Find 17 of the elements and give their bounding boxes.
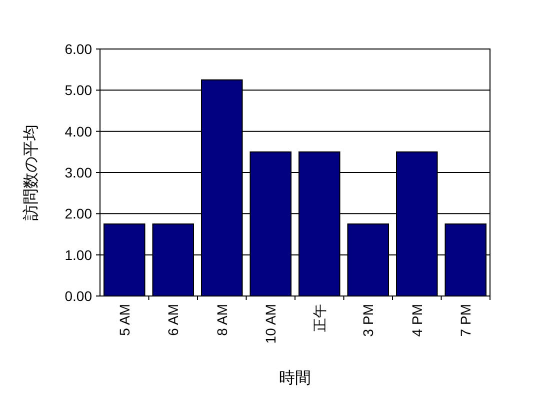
x-tick-label: 10 AM (262, 304, 279, 344)
x-axis-title: 時間 (279, 369, 311, 387)
x-tick-label: 5 AM (116, 304, 132, 336)
x-tick-label: 4 PM (408, 304, 425, 337)
x-tick-label: 7 PM (458, 304, 474, 337)
y-tick-label: 0.00 (64, 288, 92, 304)
y-tick-label: 4.00 (64, 123, 92, 140)
x-tick-label: 6 AM (165, 304, 182, 336)
x-tick-label: 3 PM (360, 304, 376, 337)
y-tick-label: 1.00 (64, 246, 92, 263)
y-tick-label: 6.00 (64, 41, 92, 57)
x-tick-label: 8 AM (214, 304, 230, 336)
y-axis-title: 訪問数の平均 (22, 124, 40, 220)
y-tick-label: 2.00 (64, 206, 92, 222)
x-tick-label: 正午 (311, 304, 328, 332)
y-tick-label: 5.00 (64, 82, 92, 98)
y-tick-label: 3.00 (64, 164, 92, 180)
